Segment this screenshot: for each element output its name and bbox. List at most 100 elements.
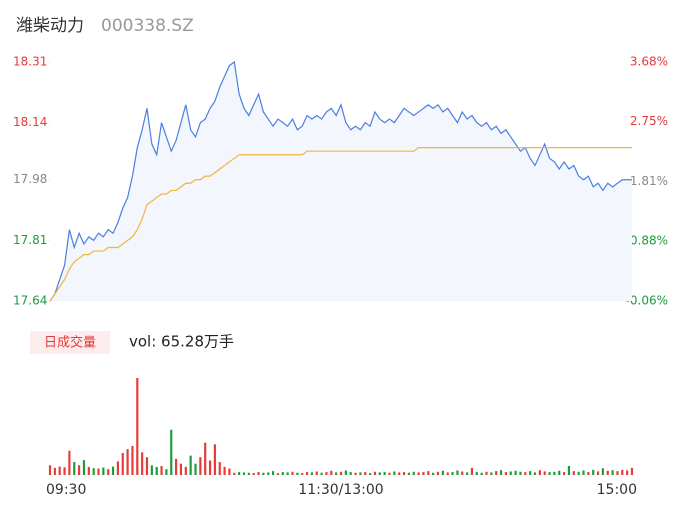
x-tick-label: 15:00 <box>597 482 637 498</box>
x-tick-label: 11:30/13:00 <box>298 482 383 498</box>
volume-bar <box>577 471 580 475</box>
volume-bar <box>373 471 377 475</box>
volume-bar <box>184 466 187 475</box>
volume-bar <box>141 452 144 475</box>
volume-bar <box>301 473 304 475</box>
y2-tick-label: 3.68% <box>630 55 668 69</box>
volume-bar <box>490 472 493 475</box>
volume-bar <box>456 470 459 475</box>
volume-bar <box>296 472 299 475</box>
volume-bar <box>218 462 221 475</box>
volume-bar <box>369 473 372 475</box>
volume-bar <box>330 470 333 475</box>
volume-bar <box>111 466 115 475</box>
volume-label: vol: 65.28万手 <box>129 333 234 351</box>
volume-bar <box>398 472 401 475</box>
volume-bar <box>73 462 76 475</box>
volume-bar <box>131 445 134 475</box>
volume-bar <box>136 378 139 475</box>
volume-bar <box>533 472 537 475</box>
y2-tick-label: -0.06% <box>626 294 668 308</box>
volume-bar <box>572 471 575 475</box>
volume-bar <box>58 466 61 475</box>
volume-bar <box>451 472 454 475</box>
volume-bar <box>621 469 624 475</box>
volume-bar <box>427 471 430 475</box>
y-tick-label: 17.64 <box>13 294 47 308</box>
volume-bar <box>78 465 81 475</box>
volume-bar <box>509 471 512 475</box>
volume-bar <box>97 468 100 475</box>
volume-bar <box>48 465 52 475</box>
volume-bar <box>281 472 284 475</box>
volume-bar <box>470 467 474 475</box>
volume-bar <box>170 429 173 475</box>
y-tick-label: 17.98 <box>13 172 47 186</box>
volume-bar <box>393 471 396 475</box>
volume-bar <box>310 472 313 475</box>
volume-bar <box>359 472 362 475</box>
volume-bar <box>189 455 192 475</box>
volume-bar <box>155 466 158 475</box>
volume-bar <box>504 472 507 475</box>
volume-bar <box>436 471 440 475</box>
y-tick-label: 18.31 <box>13 55 47 69</box>
volume-bar <box>242 472 246 475</box>
volume-bar <box>335 472 338 475</box>
volume-bar <box>432 472 435 475</box>
volume-bar <box>349 472 352 475</box>
volume-bar <box>441 470 444 475</box>
volume-bar <box>582 470 585 475</box>
volume-bar <box>53 467 56 475</box>
volume-bar <box>519 471 522 475</box>
volume-bar <box>446 472 449 475</box>
volume-bar <box>538 470 541 475</box>
volume-bar <box>514 470 517 475</box>
volume-bar <box>596 471 600 475</box>
y2-tick-label: 2.75% <box>630 114 668 128</box>
volume-bar <box>179 463 183 475</box>
volume-bar <box>344 470 347 475</box>
volume-bar <box>548 472 551 475</box>
volume-bar <box>204 442 207 475</box>
volume-bar <box>388 472 391 475</box>
volume-bar <box>626 470 629 475</box>
volume-bar <box>529 471 532 475</box>
volume-bar <box>495 471 498 475</box>
volume-bar <box>213 444 216 475</box>
volume-bar <box>228 468 231 475</box>
volume-bar <box>315 471 318 475</box>
volume-bar <box>126 449 129 475</box>
volume-bar <box>272 471 275 475</box>
volume-bar <box>286 472 289 475</box>
volume-bar <box>257 472 260 475</box>
volume-bar <box>68 450 71 475</box>
volume-bar <box>461 471 464 475</box>
volume-bar <box>354 472 357 475</box>
volume-bar <box>305 472 309 475</box>
volume-bar <box>611 470 614 475</box>
volume-bar <box>233 472 236 475</box>
volume-bar <box>325 472 328 475</box>
x-tick-label: 09:30 <box>46 482 86 498</box>
volume-bar <box>276 473 280 475</box>
volume-bar <box>553 471 556 475</box>
volume-bar <box>587 472 590 475</box>
volume-bar <box>475 472 478 475</box>
series-line <box>49 147 632 302</box>
volume-bar <box>339 471 343 475</box>
volume-bar <box>383 472 386 475</box>
volume-bar <box>480 472 483 475</box>
volume-tab[interactable]: 日成交量 <box>44 335 96 351</box>
volume-bar <box>407 472 410 475</box>
volume-bar <box>630 467 634 475</box>
volume-bar <box>364 472 367 475</box>
volume-bar <box>252 473 255 475</box>
volume-bar <box>417 472 420 475</box>
volume-bar <box>524 472 527 475</box>
volume-bar <box>82 460 86 475</box>
volume-bar <box>412 471 415 475</box>
volume-bar <box>208 460 212 475</box>
volume-bar <box>116 461 119 475</box>
